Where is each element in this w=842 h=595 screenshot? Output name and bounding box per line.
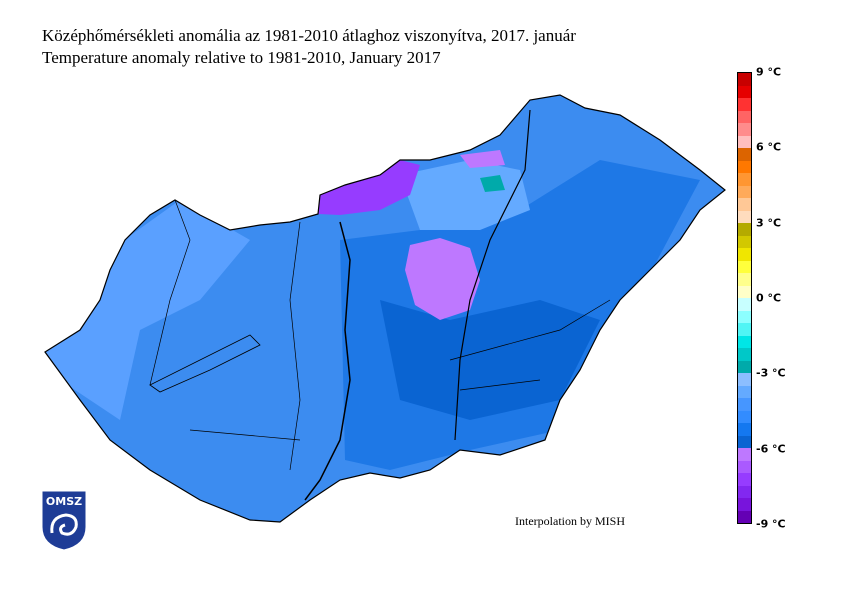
legend-swatch	[738, 173, 751, 186]
legend-swatch	[738, 160, 751, 173]
legend-swatch	[738, 248, 751, 261]
legend-tick-label: -9 °C	[756, 517, 786, 531]
region-matra	[480, 175, 505, 192]
legend-swatch	[738, 85, 751, 98]
legend-swatch	[738, 198, 751, 211]
title-english: Temperature anomaly relative to 1981-201…	[42, 48, 441, 67]
legend-swatch	[738, 185, 751, 198]
legend-swatch	[738, 235, 751, 248]
legend-swatch	[738, 285, 751, 298]
region-west	[45, 200, 250, 420]
color-legend-bar	[737, 72, 752, 524]
legend-swatch	[738, 373, 751, 386]
legend-swatch	[738, 73, 751, 86]
legend-swatch	[738, 473, 751, 486]
legend-swatch	[738, 148, 751, 161]
region-center-purple	[405, 238, 480, 320]
legend-tick-label: -6 °C	[756, 442, 786, 456]
legend-tick-label: 6 °C	[756, 140, 782, 154]
legend-swatch	[738, 223, 751, 236]
legend-swatch	[738, 98, 751, 111]
legend-swatch	[738, 260, 751, 273]
legend-tick-label: -3 °C	[756, 366, 786, 380]
danube-river	[304, 221, 351, 501]
legend-swatch	[738, 360, 751, 373]
svg-text:OMSZ: OMSZ	[46, 495, 82, 508]
legend-swatch	[738, 460, 751, 473]
legend-swatch	[738, 323, 751, 336]
legend-tick-label: 0 °C	[756, 291, 782, 305]
legend-swatch	[738, 498, 751, 511]
legend-swatch	[738, 135, 751, 148]
region-northeast-purple	[460, 150, 505, 168]
tisza-river	[454, 109, 531, 441]
interpolation-credit: Interpolation by MISH	[515, 514, 625, 528]
lake-balaton	[149, 334, 261, 393]
legend-swatch	[738, 310, 751, 323]
legend-swatch	[738, 423, 751, 436]
legend-swatch	[738, 435, 751, 448]
legend-swatch	[738, 298, 751, 311]
legend-swatch	[738, 348, 751, 361]
legend-swatch	[738, 448, 751, 461]
legend-swatch	[738, 398, 751, 411]
county-borders	[149, 199, 611, 471]
region-center-cold	[380, 300, 600, 420]
legend-swatch	[738, 385, 751, 398]
region-north-purple	[318, 160, 420, 215]
legend-swatch	[738, 510, 751, 523]
legend-swatch	[738, 210, 751, 223]
legend-swatch	[738, 273, 751, 286]
legend-swatch	[738, 123, 751, 136]
legend-swatch	[738, 110, 751, 123]
legend-swatch	[738, 335, 751, 348]
legend-tick-label: 9 °C	[756, 65, 782, 79]
legend-swatch	[738, 485, 751, 498]
omsz-logo: OMSZ	[41, 490, 87, 551]
legend-tick-label: 3 °C	[756, 216, 782, 230]
title-hungarian: Középhőmérsékleti anomália az 1981-2010 …	[42, 26, 576, 45]
legend-swatch	[738, 410, 751, 423]
